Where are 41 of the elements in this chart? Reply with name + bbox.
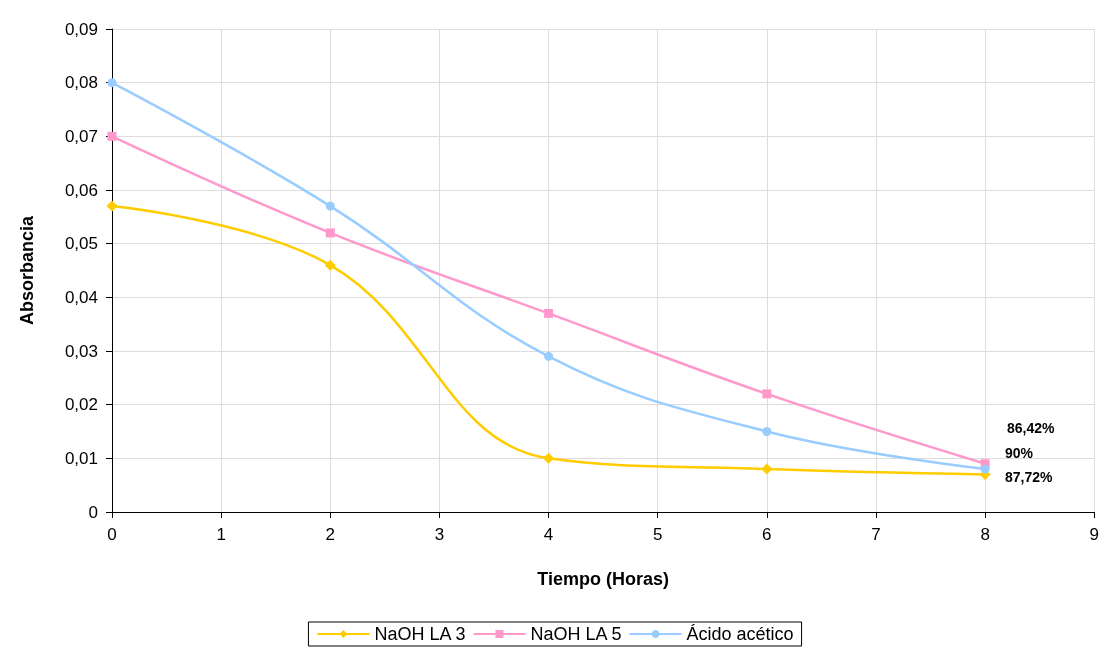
annotation: 86,42% [1007, 420, 1056, 436]
x-tick-label: 7 [871, 525, 881, 544]
y-tick-label: 0,02 [64, 395, 98, 415]
y-axis-title: Absorbancia [17, 215, 37, 326]
point [762, 427, 772, 436]
legend-label: Ácido acético [686, 624, 794, 644]
point [107, 131, 117, 141]
point [324, 259, 336, 271]
annotation: 87,72% [1005, 469, 1054, 485]
point [325, 228, 335, 238]
x-tick-label: 4 [543, 525, 554, 544]
annotation: 90% [1005, 444, 1034, 461]
y-tick-label: 0,04 [64, 287, 98, 307]
legend-label: NaOH LA 3 [374, 624, 466, 644]
y-tick-label: 0,06 [64, 180, 98, 200]
point [980, 464, 990, 474]
point [543, 452, 555, 464]
x-tick-label: 3 [434, 525, 445, 544]
x-tick-label: 9 [1089, 525, 1100, 544]
point [106, 200, 118, 212]
y-tick-label: 0,03 [64, 341, 98, 361]
x-tick-label: 1 [216, 525, 226, 544]
legend-label: NaOH LA 5 [530, 624, 622, 644]
y-tick-label: 0 [88, 502, 98, 522]
x-tick-label: 5 [652, 525, 663, 544]
point [325, 201, 335, 211]
x-axis-title: Tiempo (Horas) [537, 569, 669, 589]
x-tick-label: 0 [107, 525, 117, 544]
point [107, 78, 117, 88]
point [761, 463, 773, 475]
x-tick-label: 8 [980, 525, 990, 544]
y-tick-label: 0,07 [64, 126, 98, 146]
point [544, 351, 554, 361]
point [544, 308, 554, 318]
x-tick-label: 2 [325, 525, 336, 544]
point [762, 389, 772, 399]
y-tick-label: 0,08 [64, 73, 98, 93]
y-tick-label: 0,01 [64, 448, 98, 468]
x-tick-label: 6 [762, 525, 772, 544]
y-tick-label: 0,05 [64, 234, 98, 254]
y-tick-label: 0,09 [64, 19, 98, 39]
